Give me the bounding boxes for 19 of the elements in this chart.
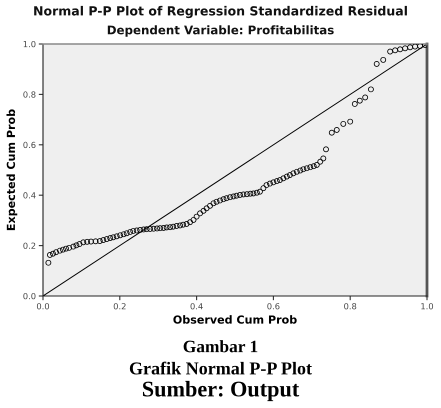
y-tick-label: 0.2 [23,242,36,249]
text: Gambar 1 [184,340,258,352]
chart-title: Normal P-P Plot of Regression Standardized Residual [34,6,407,18]
text: Grafik Normal P-P Plot [130,362,312,375]
y-axis-title: Expected Cum Prob [6,109,18,230]
y-tick-label: 0.6 [23,142,36,148]
x-tick-label: 1.0 [421,303,434,310]
text: Sumber: Output [142,380,300,402]
y-tick-label: 0.0 [23,292,36,300]
x-axis-title: Observed Cum Prob [173,315,297,324]
y-tick-label: 0.8 [23,91,36,98]
y-tick-label: 1.0 [24,40,36,48]
y-tick-label: 0.4 [23,192,36,198]
x-tick-label: 0.4 [190,303,203,310]
x-tick-label: 0.2 [114,303,126,310]
x-tick-label: 0.6 [267,303,280,310]
chart-subtitle: Dependent Variable: Profitabilitas [108,25,334,37]
x-tick-label: 0.8 [344,303,356,310]
x-tick-label: 0.0 [36,303,50,310]
